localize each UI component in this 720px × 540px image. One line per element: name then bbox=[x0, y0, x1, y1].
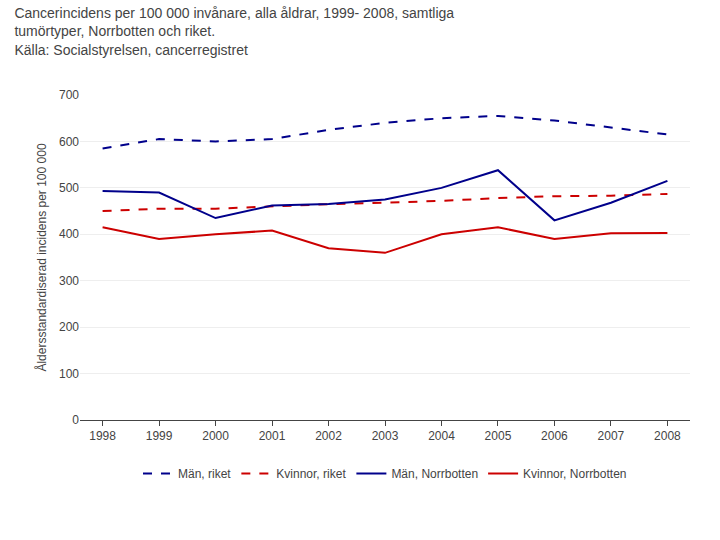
svg-text:Kvinnor, riket: Kvinnor, riket bbox=[276, 467, 346, 481]
svg-text:Män, Norrbotten: Män, Norrbotten bbox=[391, 467, 478, 481]
svg-text:Åldersstandardiserad incidens: Åldersstandardiserad incidens per 100 00… bbox=[34, 143, 49, 371]
svg-text:Kvinnor, Norrbotten: Kvinnor, Norrbotten bbox=[523, 467, 626, 481]
svg-text:400: 400 bbox=[59, 227, 79, 241]
svg-text:2003: 2003 bbox=[372, 429, 399, 443]
svg-text:700: 700 bbox=[59, 88, 79, 102]
svg-text:2004: 2004 bbox=[428, 429, 455, 443]
svg-text:Män, riket: Män, riket bbox=[178, 467, 231, 481]
svg-text:2005: 2005 bbox=[485, 429, 512, 443]
svg-text:1999: 1999 bbox=[146, 429, 173, 443]
svg-text:600: 600 bbox=[59, 135, 79, 149]
svg-text:2008: 2008 bbox=[654, 429, 681, 443]
svg-text:2007: 2007 bbox=[598, 429, 625, 443]
svg-text:0: 0 bbox=[72, 413, 79, 427]
svg-text:2001: 2001 bbox=[259, 429, 286, 443]
svg-text:300: 300 bbox=[59, 274, 79, 288]
svg-text:500: 500 bbox=[59, 181, 79, 195]
svg-text:2000: 2000 bbox=[202, 429, 229, 443]
svg-text:2002: 2002 bbox=[315, 429, 342, 443]
svg-text:2006: 2006 bbox=[541, 429, 568, 443]
svg-text:Cancerincidens per 100 000 inv: Cancerincidens per 100 000 invånare, all… bbox=[14, 5, 454, 57]
svg-text:100: 100 bbox=[59, 367, 79, 381]
svg-text:1998: 1998 bbox=[89, 429, 116, 443]
svg-text:200: 200 bbox=[59, 320, 79, 334]
